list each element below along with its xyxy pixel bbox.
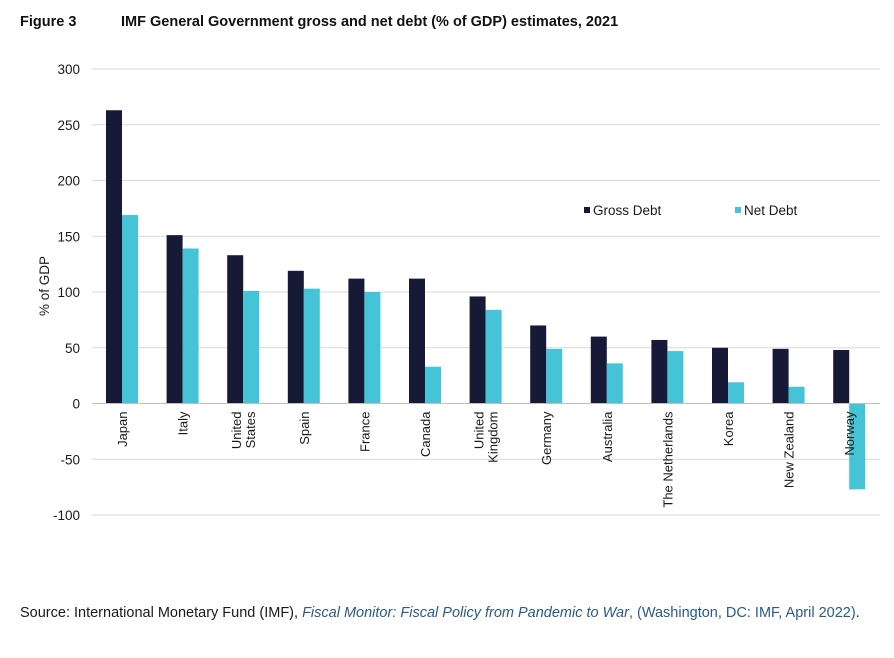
- x-category-label: Germany: [539, 411, 554, 465]
- net-debt-bar: [182, 248, 199, 404]
- gross-debt-bar: [772, 348, 789, 404]
- x-category-label: France: [357, 412, 372, 452]
- x-category-label: Canada: [418, 411, 433, 457]
- gross-debt-bar: [651, 339, 668, 404]
- x-category-label: The Netherlands: [660, 411, 675, 508]
- source-suffix: .: [855, 605, 860, 621]
- gross-debt-bar: [590, 336, 607, 404]
- net-debt-bar: [849, 403, 866, 490]
- x-category-label: New Zealand: [782, 412, 797, 489]
- gross-debt-bar: [712, 347, 728, 404]
- net-debt-bar: [425, 366, 441, 404]
- legend-label-net: Net Debt: [744, 203, 798, 218]
- net-debt-bar: [667, 351, 684, 404]
- x-category-label: UnitedKingdom: [472, 412, 501, 463]
- net-debt-bar: [485, 309, 502, 404]
- y-tick-label: 50: [65, 341, 80, 356]
- figure-label: Figure 3: [20, 14, 77, 30]
- y-axis-label: % of GDP: [37, 256, 52, 316]
- net-debt-bar: [303, 288, 320, 404]
- gross-debt-bar: [287, 270, 304, 404]
- net-debt-bar: [546, 348, 563, 404]
- y-tick-label: 200: [57, 174, 80, 189]
- y-tick-label: 0: [72, 397, 80, 412]
- x-category-label: Korea: [721, 411, 736, 446]
- y-tick-label: 300: [57, 62, 80, 77]
- gross-debt-bar: [166, 235, 183, 404]
- debt-bar-chart: 300 250 200 150 100 50 0 -50 -100 % of GDP Japan It…: [37, 62, 880, 523]
- net-debt-bar: [122, 215, 138, 404]
- x-category-label: UnitedStates: [229, 411, 258, 449]
- source-publication-details-link[interactable]: , (Washington, DC: IMF, April 2022): [628, 605, 856, 621]
- legend-swatch-gross: [584, 207, 590, 213]
- y-tick-label: -100: [53, 508, 80, 523]
- source-note: Source: International Monetary Fund (IMF…: [20, 601, 860, 625]
- y-tick-label: 100: [57, 285, 80, 300]
- source-publication-link[interactable]: Fiscal Monitor: Fiscal Policy from Pande…: [302, 605, 629, 621]
- net-debt-bar: [728, 382, 744, 404]
- gross-debt-bar: [469, 296, 486, 404]
- y-tick-label: -50: [60, 452, 80, 467]
- y-tick-label: 150: [57, 229, 80, 244]
- gross-debt-bar: [530, 325, 547, 404]
- legend-label-gross: Gross Debt: [593, 203, 662, 218]
- x-category-label: Japan: [115, 412, 130, 447]
- gross-debt-bar: [106, 110, 122, 404]
- net-debt-bar: [606, 363, 623, 404]
- x-category-label: Australia: [600, 411, 615, 462]
- x-category-label: Norway: [842, 411, 857, 456]
- net-debt-bar: [364, 292, 381, 404]
- gross-debt-bar: [409, 278, 425, 404]
- net-debt-bar: [788, 386, 805, 404]
- gross-debt-bar: [227, 255, 244, 404]
- gross-debt-bar: [833, 349, 850, 404]
- gross-debt-bar: [348, 278, 365, 404]
- figure-title: IMF General Government gross and net deb…: [121, 14, 619, 30]
- x-category-label: Italy: [176, 411, 191, 435]
- y-tick-label: 250: [57, 118, 80, 133]
- legend-swatch-net: [735, 207, 741, 213]
- net-debt-bar: [243, 290, 260, 404]
- x-category-label: Spain: [297, 412, 312, 445]
- source-prefix: Source: International Monetary Fund (IMF…: [20, 605, 303, 621]
